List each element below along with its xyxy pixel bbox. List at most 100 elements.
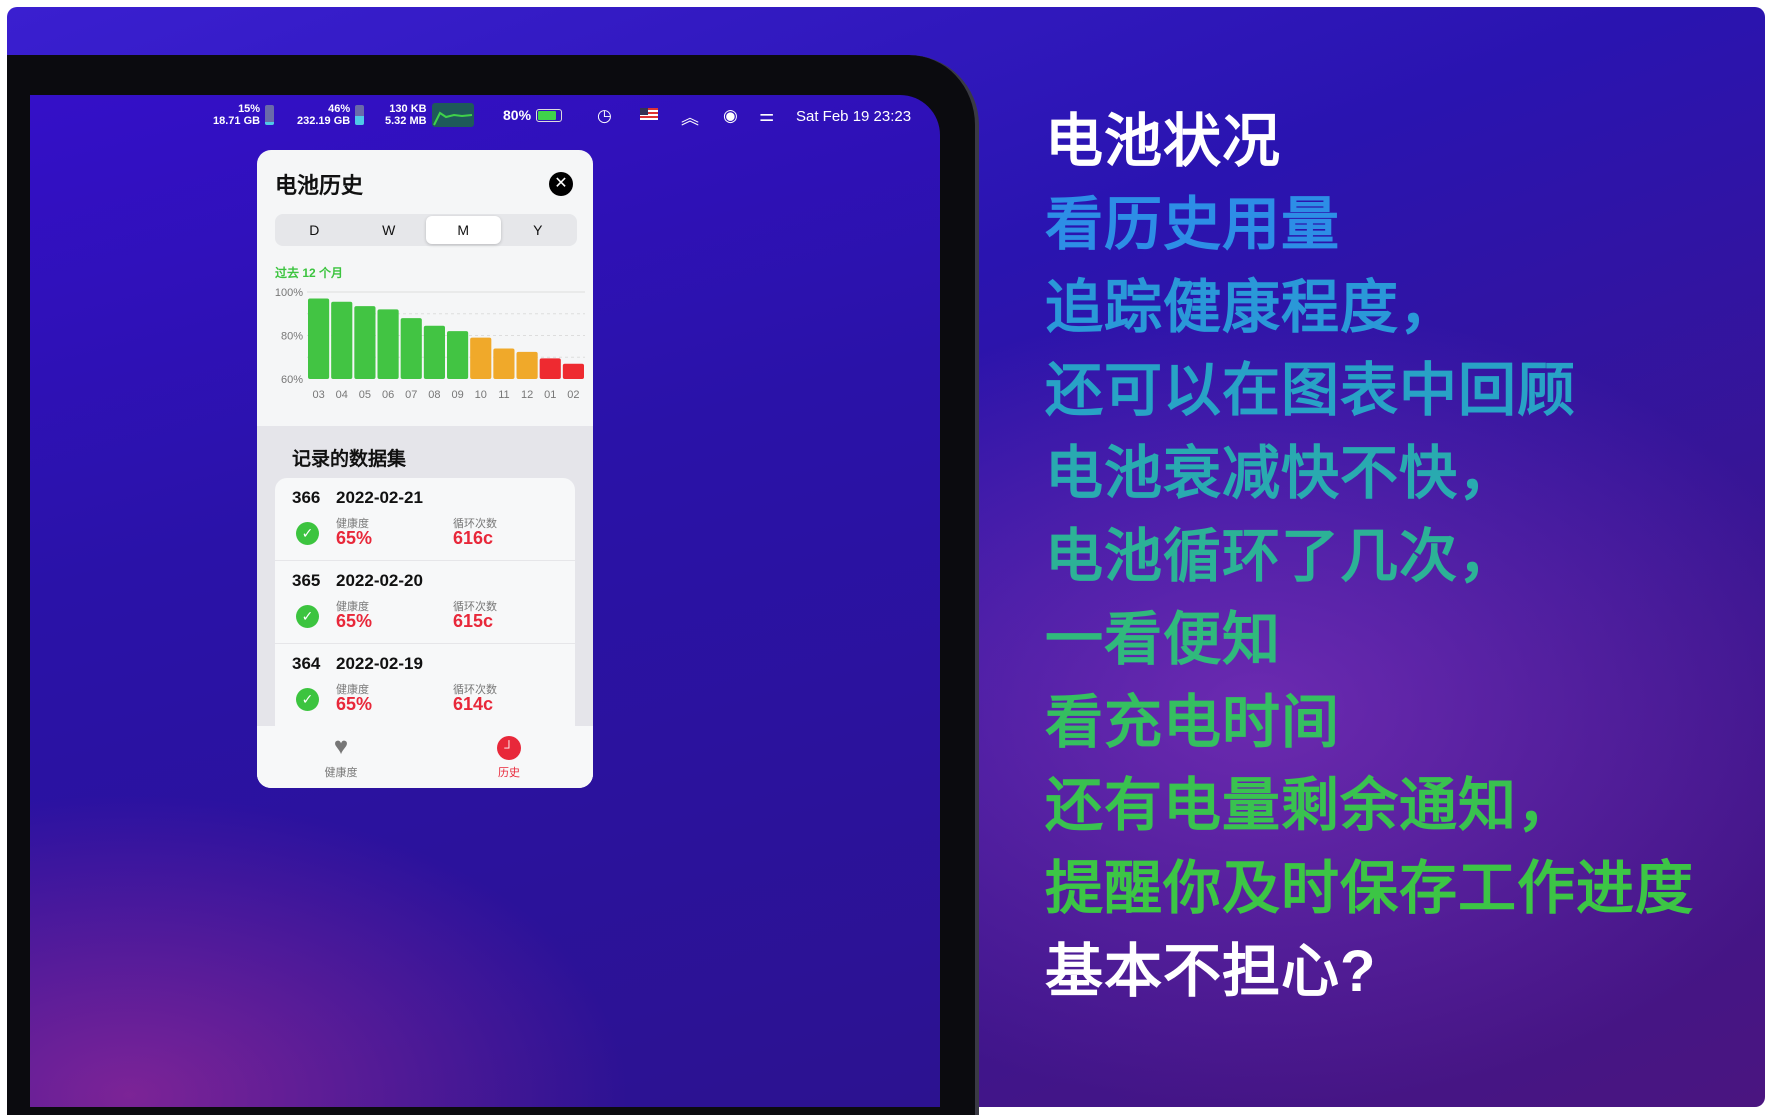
bar-02 xyxy=(562,363,584,379)
record-id: 364 xyxy=(292,654,321,673)
close-icon[interactable]: ✕ xyxy=(549,172,573,196)
bar-10 xyxy=(470,337,492,379)
network-widget[interactable]: 130 KB 5.32 MB xyxy=(385,103,474,127)
battery-percent: 80% xyxy=(503,107,532,123)
disk-percent: 46% xyxy=(328,103,351,115)
health-label: 健康度 xyxy=(336,601,369,613)
heart-bolt-icon: ♥ xyxy=(333,733,349,760)
y-tick-label: 100% xyxy=(275,287,303,299)
tab-health-label: 健康度 xyxy=(324,767,358,779)
promo-line: 看历史用量 xyxy=(1045,192,1341,257)
x-tick-label: 05 xyxy=(359,389,371,401)
bar-12 xyxy=(516,351,538,379)
disk-size: 232.19 GB xyxy=(297,115,351,127)
bar-11 xyxy=(493,348,515,379)
promo-line: 看充电时间 xyxy=(1045,690,1341,755)
promo-line: 追踪健康程度， xyxy=(1045,275,1459,340)
record-date: 2022-02-21 xyxy=(336,488,423,507)
memory-size: 18.71 GB xyxy=(213,115,261,127)
x-tick-label: 01 xyxy=(544,389,556,401)
record-row[interactable]: 366 2022-02-21 ✓ 健康度 65% 循环次数 616c xyxy=(275,478,575,561)
popup-title: 电池历史 xyxy=(275,173,364,198)
record-row[interactable]: 365 2022-02-20 ✓ 健康度 65% 循环次数 615c xyxy=(275,561,575,644)
record-date: 2022-02-20 xyxy=(336,571,423,590)
x-tick-label: 04 xyxy=(336,389,348,401)
x-tick-label: 07 xyxy=(405,389,417,401)
segment-month[interactable]: M xyxy=(426,216,501,244)
checkmark-icon: ✓ xyxy=(296,688,319,711)
y-tick-label: 60% xyxy=(281,374,303,386)
record-id: 366 xyxy=(292,488,321,507)
promo-line: 电池状况 xyxy=(1045,109,1282,174)
wifi-icon[interactable]: ︽ xyxy=(681,108,699,128)
promo-line: 基本不担心? xyxy=(1045,939,1377,1004)
disk-widget[interactable]: 46% 232.19 GB xyxy=(297,103,365,127)
x-tick-label: 03 xyxy=(312,389,324,401)
clock-icon: ┘ xyxy=(497,736,521,760)
promo-line: 还有电量剩余通知， xyxy=(1045,773,1577,838)
health-value: 65% xyxy=(336,694,373,714)
user-icon[interactable]: ◉ xyxy=(723,106,738,125)
promo-line: 提醒你及时保存工作进度 xyxy=(1045,856,1695,921)
battery-health-chart: 100% 80% 60% 03 04 05 06 07 08 09 10 11 12 01 02 xyxy=(275,287,585,401)
x-tick-label: 11 xyxy=(498,389,509,401)
segment-week[interactable]: W xyxy=(382,222,396,238)
y-tick-label: 80% xyxy=(281,331,303,343)
network-graph-icon xyxy=(431,103,474,127)
period-label: 过去 12 个月 xyxy=(275,266,344,280)
bar-05 xyxy=(354,306,376,379)
time-machine-icon[interactable]: ◷ xyxy=(597,106,612,125)
promo-line: 一看便知 xyxy=(1045,607,1282,672)
bar-07 xyxy=(400,318,422,379)
menu-bar: 15% 18.71 GB 46% 232.19 GB 130 KB 5.32 MB 8… xyxy=(30,95,940,141)
bar-08 xyxy=(423,325,445,379)
segment-year[interactable]: Y xyxy=(533,222,543,238)
tab-bar: ♥ 健康度 ┘ 历史 xyxy=(257,726,593,788)
disk-bar xyxy=(355,105,365,125)
checkmark-icon: ✓ xyxy=(296,605,319,628)
network-down: 5.32 MB xyxy=(385,115,427,127)
tab-history-label: 历史 xyxy=(498,767,520,779)
memory-widget[interactable]: 15% 18.71 GB xyxy=(213,103,275,127)
segment-day[interactable]: D xyxy=(309,222,320,238)
record-row[interactable]: 364 2022-02-19 ✓ 健康度 65% 循环次数 614c xyxy=(275,644,575,727)
x-tick-label: 08 xyxy=(428,389,440,401)
us-flag-icon[interactable] xyxy=(640,108,658,120)
memory-bar xyxy=(265,105,275,125)
memory-percent: 15% xyxy=(238,103,261,115)
x-tick-label: 12 xyxy=(521,389,533,401)
tab-history[interactable]: ┘ 历史 xyxy=(425,726,593,788)
bar-03 xyxy=(308,298,330,379)
battery-widget[interactable]: 80% xyxy=(503,107,563,123)
health-label: 健康度 xyxy=(336,518,369,530)
promo-line: 电池衰减快不快， xyxy=(1045,441,1518,506)
health-value: 65% xyxy=(336,528,373,548)
x-tick-label: 09 xyxy=(451,389,463,401)
record-id: 365 xyxy=(292,571,321,590)
promo-line: 还可以在图表中回顾 xyxy=(1045,358,1577,423)
control-center-icon[interactable]: ⚌ xyxy=(759,106,775,125)
cycles-value: 614c xyxy=(453,694,494,714)
x-tick-label: 02 xyxy=(567,389,579,401)
bar-06 xyxy=(377,309,399,379)
bar-09 xyxy=(447,331,469,379)
health-value: 65% xyxy=(336,611,373,631)
battery-history-popup: 电池历史 ✕ D W M Y 过去 12 个月 100% 80% 60% 03 04 05… xyxy=(257,150,593,788)
cycles-value: 616c xyxy=(453,528,494,548)
records-title: 记录的数据集 xyxy=(292,449,407,470)
x-tick-label: 06 xyxy=(382,389,394,401)
battery-icon xyxy=(536,108,563,122)
menu-clock[interactable]: Sat Feb 19 23:23 xyxy=(796,108,912,125)
cycles-label: 循环次数 xyxy=(453,601,497,613)
cycles-label: 循环次数 xyxy=(453,684,497,696)
bar-01 xyxy=(539,358,561,379)
tab-health[interactable]: ♥ 健康度 xyxy=(257,726,425,788)
bar-04 xyxy=(331,301,353,379)
network-up: 130 KB xyxy=(389,103,427,115)
checkmark-icon: ✓ xyxy=(296,522,319,545)
record-date: 2022-02-19 xyxy=(336,654,423,673)
health-label: 健康度 xyxy=(336,684,369,696)
x-tick-label: 10 xyxy=(475,389,487,401)
promo-line: 电池循环了几次， xyxy=(1045,524,1518,589)
promo-text: 电池状况看历史用量追踪健康程度， 还可以在图表中回顾 电池衰减快不快， 电池循环了几次… xyxy=(1045,100,1694,1013)
